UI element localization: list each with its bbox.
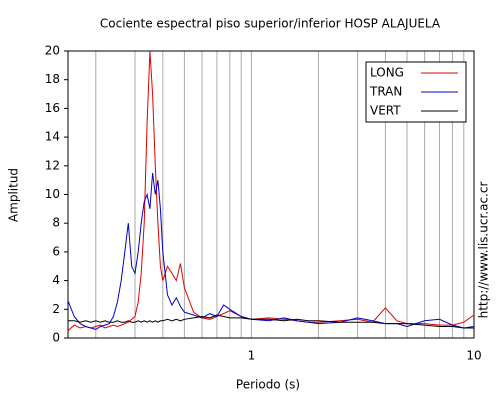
y-tick-label: 14 (45, 130, 60, 144)
y-tick-label: 12 (45, 158, 60, 172)
x-axis-label: Periodo (s) (236, 378, 300, 392)
legend-label: TRAN (369, 85, 402, 99)
y-tick-label: 8 (52, 216, 60, 230)
legend-label: VERT (370, 104, 401, 118)
y-tick-label: 0 (52, 331, 60, 345)
y-tick-label: 10 (45, 187, 60, 201)
chart-title: Cociente espectral piso superior/inferio… (100, 17, 441, 31)
y-tick-label: 4 (52, 273, 60, 287)
legend-label: LONG (370, 66, 404, 80)
data-line (67, 50, 475, 332)
x-tick-label: 10 (466, 349, 481, 363)
y-tick-label: 6 (52, 244, 60, 258)
plot-frame (67, 50, 475, 339)
side-note: http://www.lis.ucr.ac.cr (477, 182, 491, 319)
x-tick-label: 1 (248, 349, 256, 363)
y-tick-label: 16 (45, 101, 60, 115)
y-tick-label: 18 (45, 72, 60, 86)
y-tick-label: 20 (45, 44, 60, 58)
data-line (68, 314, 474, 329)
y-axis-label: Amplitud (7, 168, 21, 222)
y-tick-label: 2 (52, 302, 60, 316)
data-line (67, 172, 475, 330)
